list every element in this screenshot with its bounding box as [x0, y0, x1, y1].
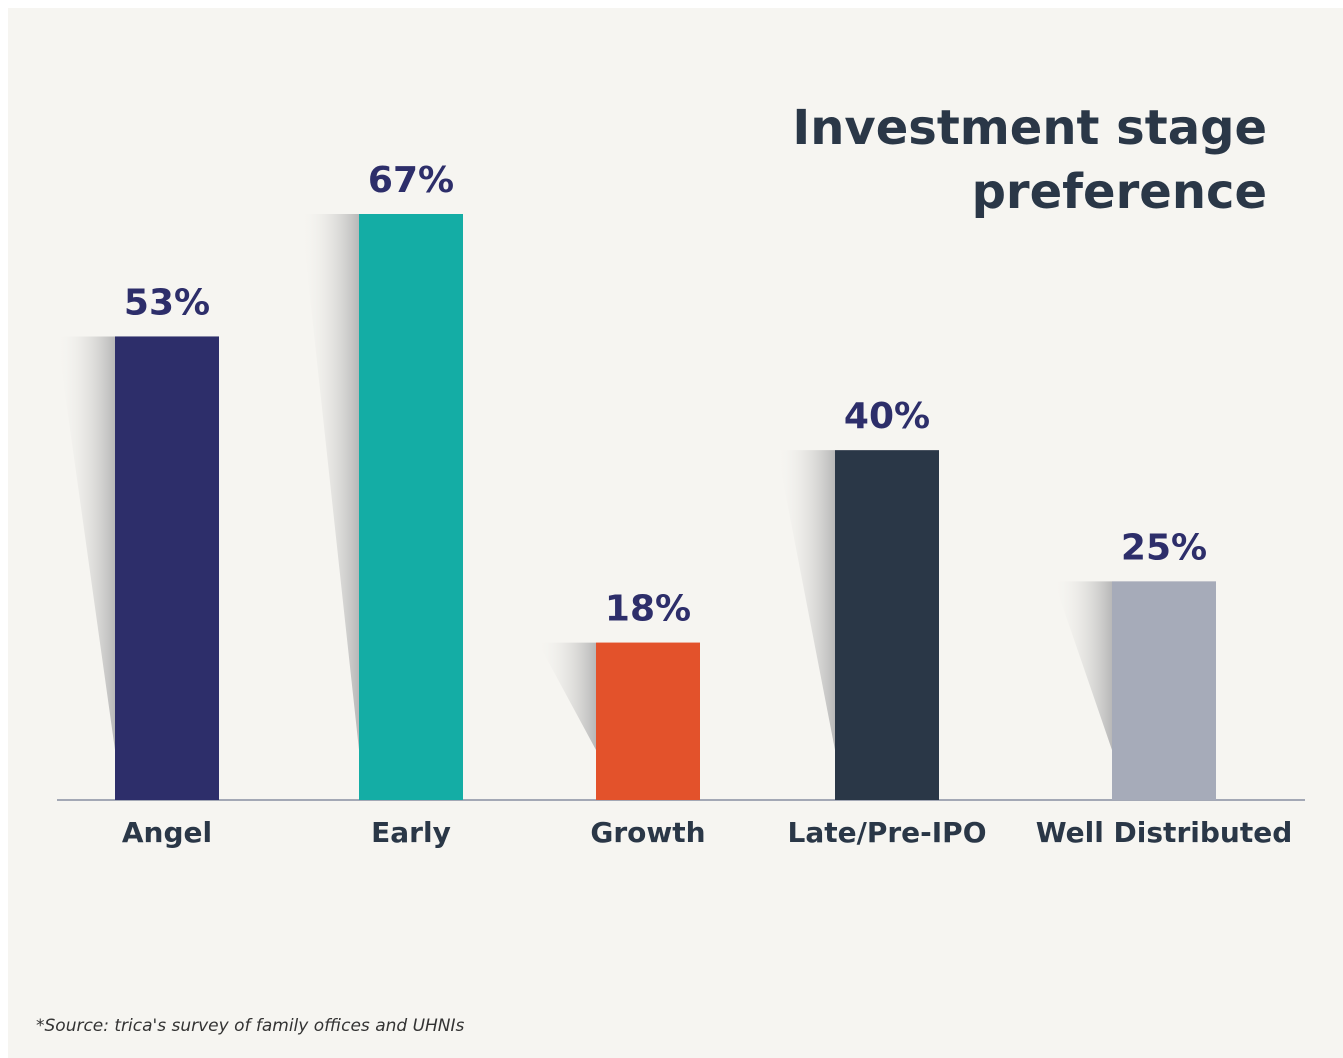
value-label: 67%: [368, 160, 454, 201]
value-label: 53%: [124, 282, 210, 323]
bar: [1112, 581, 1216, 800]
bar-shadow: [777, 450, 835, 750]
x-tick-label: Late/Pre-IPO: [787, 816, 986, 849]
chart: 53% Angel 67% Early 18% Growth 40% Late/Pre-IPO…: [57, 160, 1305, 849]
source-note: *Source: trica's survey of family office…: [36, 1016, 465, 1036]
x-tick-label: Early: [371, 816, 451, 849]
bar-shadow: [538, 642, 596, 750]
bar: [596, 642, 700, 800]
panel: [8, 8, 1343, 1058]
bar-shadow: [301, 214, 359, 750]
value-label: 18%: [605, 589, 691, 630]
chart-title: Investment stage preference: [792, 100, 1267, 220]
x-tick-label: Angel: [122, 816, 212, 849]
bar: [115, 336, 219, 800]
x-tick-label: Well Distributed: [1036, 816, 1293, 849]
bar: [835, 450, 939, 800]
bar-shadow: [57, 336, 115, 750]
value-label: 25%: [1121, 527, 1207, 568]
value-label: 40%: [844, 396, 930, 437]
x-tick-label: Growth: [590, 816, 705, 849]
bar: [359, 214, 463, 800]
bar-shadow: [1054, 581, 1112, 750]
